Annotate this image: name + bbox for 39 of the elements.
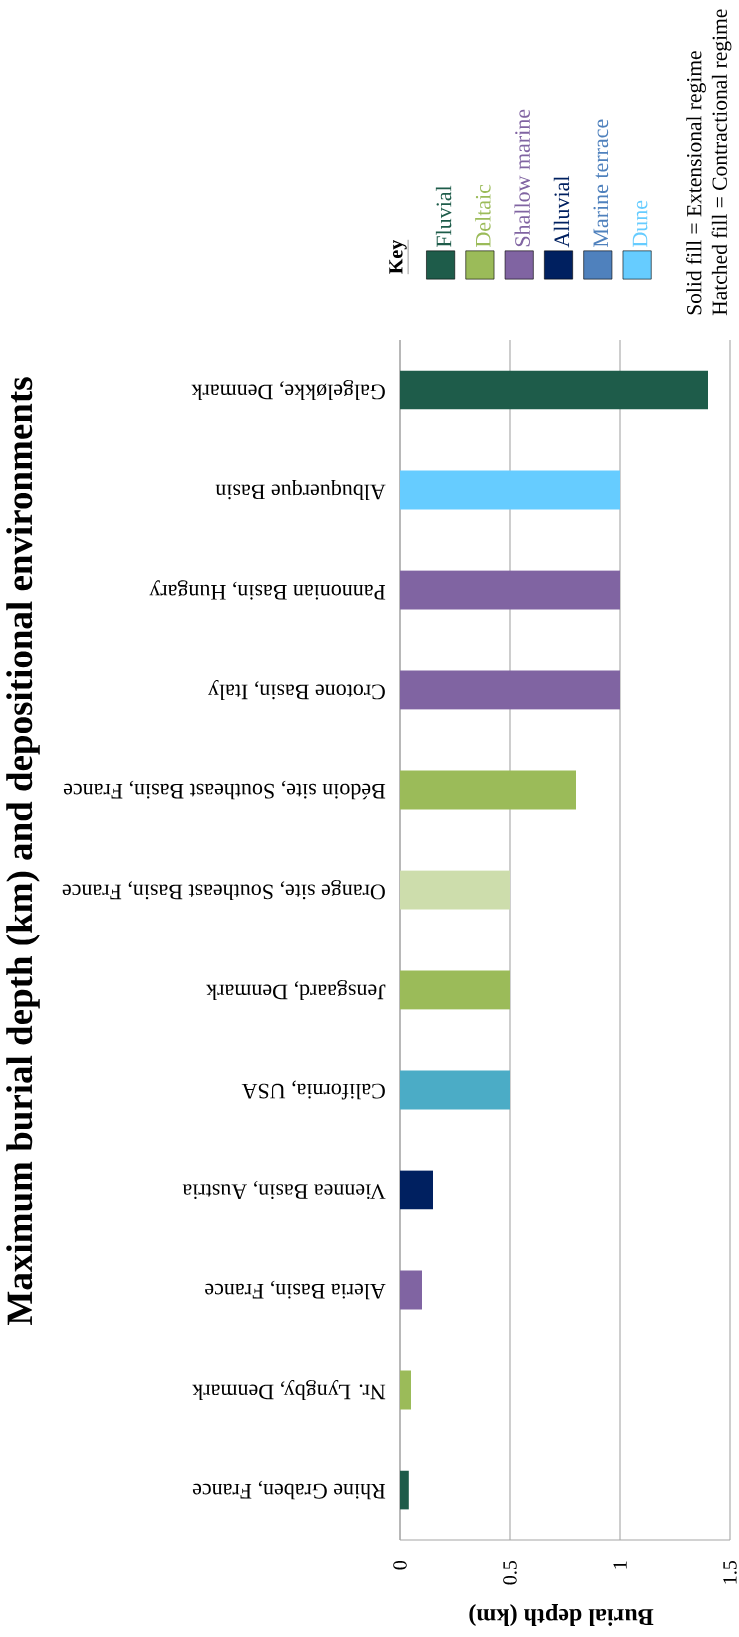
x-tick-label: 1.5 — [723, 1560, 737, 1584]
bar — [400, 670, 620, 710]
bar — [400, 970, 510, 1010]
bar — [400, 1170, 433, 1210]
x-tick-label: 1 — [613, 1561, 627, 1569]
bar — [400, 570, 620, 610]
bar — [400, 370, 708, 410]
text: Maximum burial depth (km) and depositional environments — [6, 377, 40, 1325]
y-tick-label: Crotone Basin, Italy — [208, 679, 385, 700]
x-tick-label: 0.5 — [503, 1560, 517, 1585]
x-tick-label: 0 — [393, 1560, 407, 1570]
text: Hatched fill = Contractional regime — [711, 9, 732, 316]
y-tick-label: Bédoin site, Southeast Basin, France — [63, 780, 386, 800]
y-tick-label: Albuquerque Basin — [215, 480, 386, 500]
text: Dune — [632, 200, 648, 247]
bar — [400, 870, 510, 910]
text: Shallow marine — [514, 109, 530, 247]
text: Fluvial — [435, 185, 452, 247]
legend-title: Key — [389, 239, 407, 274]
y-tick-label: Orange site, Southeast Basin, France — [62, 879, 385, 900]
y-tick-label: Jensgaard, Denmark — [206, 979, 386, 1000]
y-tick-label: Viennea Basin, Austria — [182, 1181, 386, 1199]
y-tick-label: Rhine Graben, France — [192, 1480, 386, 1500]
y-tick-label: Pannonian Basin, Hungary — [149, 580, 386, 600]
bar — [400, 470, 620, 510]
bar — [400, 1070, 510, 1110]
x-axis-title: Burial depth (km) — [469, 1604, 654, 1626]
text: Alluvial — [553, 175, 570, 248]
text: Deltaic — [475, 184, 491, 247]
y-tick-label: Nr. Lyngby, Denmark — [192, 1379, 386, 1400]
bar — [400, 1370, 411, 1410]
y-tick-label: California, USA — [241, 1080, 385, 1100]
y-tick-label: Galgeløkke, Denmark — [191, 379, 385, 400]
bar — [400, 770, 576, 810]
y-tick-label: Aleria Basin, France — [205, 1280, 386, 1300]
bar — [400, 1270, 422, 1310]
bar — [400, 1470, 409, 1510]
text: Solid fill = Extensional regime — [686, 51, 706, 315]
legend-label: Marine terrace — [593, 119, 609, 247]
